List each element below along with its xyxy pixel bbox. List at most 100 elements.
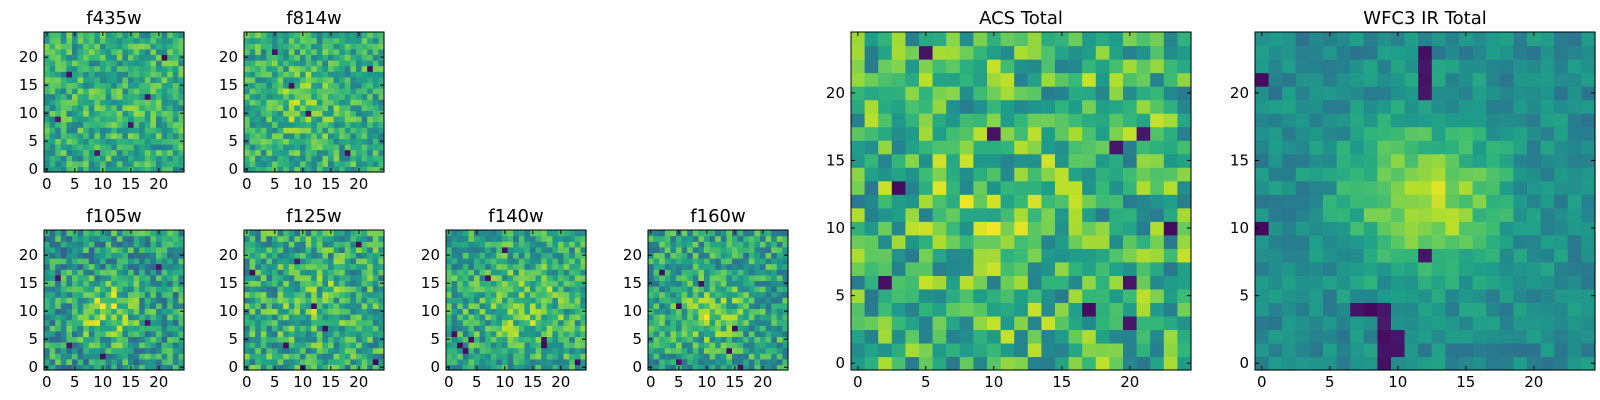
heatmap-cell: [1268, 221, 1283, 236]
heatmap-cell: [1540, 342, 1555, 358]
heatmap-cell: [987, 180, 1002, 195]
heatmap-cell: [1027, 45, 1042, 60]
heatmap-cell: [1095, 140, 1110, 155]
heatmap-cell: [328, 138, 335, 145]
heatmap-cell: [167, 127, 174, 134]
heatmap-cell: [316, 37, 323, 44]
heatmap-cell: [128, 291, 135, 298]
heatmap-cell: [507, 308, 514, 315]
heatmap-cell: [1527, 248, 1542, 263]
heatmap-cell: [367, 246, 374, 253]
heatmap-cell: [72, 160, 79, 167]
heatmap-cell: [255, 246, 262, 253]
heatmap-cell: [558, 308, 565, 315]
heatmap-cell: [1123, 342, 1138, 358]
heatmap-cell: [316, 347, 323, 354]
x-tick-label: 10: [984, 373, 1003, 391]
heatmap-cell: [1255, 329, 1270, 344]
heatmap-cell: [288, 132, 295, 139]
heatmap-cell: [260, 138, 267, 145]
heatmap-cell: [502, 252, 509, 259]
heatmap-cell: [333, 48, 340, 55]
heatmap-cell: [891, 207, 906, 222]
heatmap-cell: [333, 336, 340, 343]
heatmap-cell: [468, 269, 475, 276]
heatmap-cell: [150, 54, 157, 61]
heatmap-cell: [1336, 221, 1351, 236]
heatmap-cell: [128, 110, 135, 117]
heatmap-cell: [128, 48, 135, 55]
heatmap-cell: [535, 325, 542, 332]
heatmap-cell: [167, 93, 174, 100]
heatmap-cell: [782, 230, 789, 237]
heatmap-cell: [676, 286, 683, 293]
heatmap-cell: [1282, 234, 1297, 249]
heatmap-cell: [266, 110, 273, 117]
heatmap-cell: [446, 330, 453, 337]
heatmap-cell: [1363, 153, 1378, 168]
heatmap-cell: [83, 274, 90, 281]
heatmap-cell: [468, 297, 475, 304]
heatmap-cell: [139, 132, 146, 139]
heatmap-cell: [563, 252, 570, 259]
heatmap-cell: [178, 297, 185, 304]
heatmap-cell: [60, 48, 67, 55]
heatmap-cell: [771, 269, 778, 276]
heatmap-cell: [116, 280, 123, 287]
heatmap-cell: [878, 315, 893, 331]
heatmap-cell: [122, 88, 129, 95]
heatmap-cell: [687, 314, 694, 321]
heatmap-cell: [490, 286, 497, 293]
heatmap-cell: [1282, 248, 1297, 263]
heatmap-cell: [260, 48, 267, 55]
heatmap-cell: [339, 353, 346, 360]
heatmap-cell: [1000, 167, 1015, 182]
heatmap-cell: [72, 308, 79, 315]
heatmap-cell: [116, 121, 123, 128]
heatmap-cell: [128, 65, 135, 72]
heatmap-cell: [563, 246, 570, 253]
heatmap-cell: [457, 280, 464, 287]
heatmap-cell: [156, 286, 163, 293]
heatmap-cell: [311, 230, 318, 237]
heatmap-cell: [502, 353, 509, 360]
heatmap-cell: [156, 302, 163, 309]
heatmap-cell: [322, 308, 329, 315]
heatmap-cell: [255, 32, 262, 39]
heatmap-cell: [356, 60, 363, 67]
heatmap-cell: [468, 274, 475, 281]
heatmap-cell: [305, 364, 312, 371]
heatmap-cell: [1123, 32, 1138, 47]
heatmap-cell: [249, 138, 256, 145]
heatmap-cell: [139, 280, 146, 287]
heatmap-cell: [1513, 207, 1528, 222]
heatmap-cell: [1431, 342, 1446, 358]
heatmap-cell: [474, 347, 481, 354]
heatmap-cell: [144, 252, 151, 259]
heatmap-cell: [1295, 194, 1310, 209]
heatmap-cell: [44, 246, 51, 253]
heatmap-cell: [782, 342, 789, 349]
heatmap-cell: [105, 155, 112, 162]
heatmap-cell: [648, 330, 655, 337]
heatmap-cell: [66, 297, 73, 304]
heatmap-cell: [88, 82, 95, 89]
heatmap-cell: [294, 235, 301, 242]
heatmap-cell: [111, 258, 118, 265]
heatmap-cell: [726, 302, 733, 309]
heatmap-cell: [653, 308, 660, 315]
heatmap-cell: [1150, 207, 1165, 222]
heatmap-cell: [88, 32, 95, 39]
heatmap-cell: [1581, 302, 1596, 317]
heatmap-cell: [1136, 288, 1151, 303]
heatmap-cell: [653, 364, 660, 371]
heatmap-cell: [720, 274, 727, 281]
heatmap-cell: [1136, 275, 1151, 290]
heatmap-cell: [100, 358, 107, 365]
heatmap-cell: [563, 302, 570, 309]
heatmap-cell: [1041, 113, 1056, 128]
heatmap-cell: [1163, 140, 1178, 155]
x-tick-label: 15: [321, 175, 340, 193]
heatmap-cell: [732, 319, 739, 326]
heatmap-cell: [1136, 99, 1151, 114]
